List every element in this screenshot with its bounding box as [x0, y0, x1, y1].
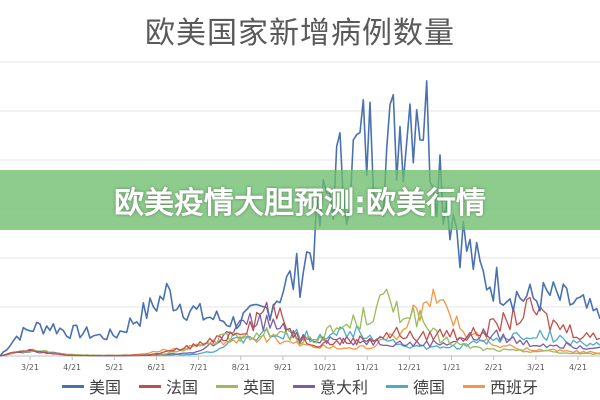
x-tick-label: 10/21	[314, 363, 337, 372]
legend-label: 法国	[165, 378, 198, 397]
legend-item: 西班牙	[463, 374, 538, 398]
x-tick-label: 2/21	[485, 363, 503, 372]
legend-item: 美国	[61, 374, 121, 398]
legend-item: 德国	[386, 374, 445, 398]
chart-legend: 美国 法国 英国 意大利 德国 西班牙	[0, 374, 600, 398]
x-tick-label: 12/21	[398, 363, 421, 372]
x-tick-label: 6/21	[147, 363, 165, 372]
x-axis: 3/21 4/21 5/21 6/21 7/21 8/21 9/21 10/21 11/21 12…	[21, 356, 587, 372]
legend-label: 英国	[242, 378, 275, 397]
legend-swatch	[138, 384, 161, 388]
x-tick-label: 1/21	[443, 363, 461, 372]
legend-label: 德国	[413, 378, 446, 397]
chart-title: 欧美国家新增病例数量	[145, 16, 455, 51]
x-tick-label: 3/21	[21, 363, 39, 372]
legend-swatch	[463, 384, 486, 388]
legend-item: 英国	[215, 374, 275, 398]
series-lines	[0, 80, 600, 357]
legend-swatch	[386, 384, 409, 388]
legend-label: 西班牙	[490, 378, 539, 397]
legend-swatch	[61, 384, 84, 388]
x-tick-label: 4/21	[63, 363, 81, 372]
series-line-1	[0, 296, 600, 357]
promo-banner: 欧美疫情大胆预测:欧美行情	[0, 170, 600, 230]
legend-item: 意大利	[293, 374, 368, 398]
x-tick-label: 7/21	[190, 363, 208, 372]
legend-label: 意大利	[320, 378, 369, 397]
x-tick-label: 4/21	[569, 363, 587, 372]
x-tick-label: 11/21	[356, 363, 379, 372]
x-tick-label: 9/21	[274, 363, 292, 372]
legend-label: 美国	[88, 378, 121, 397]
x-tick-label: 3/21	[527, 363, 545, 372]
legend-swatch	[215, 384, 238, 388]
banner-text: 欧美疫情大胆预测:欧美行情	[114, 186, 486, 221]
legend-item: 法国	[138, 374, 198, 398]
x-tick-label: 5/21	[105, 363, 123, 372]
x-tick-label: 8/21	[232, 363, 250, 372]
legend-swatch	[293, 384, 315, 388]
series-line-0	[0, 80, 600, 357]
